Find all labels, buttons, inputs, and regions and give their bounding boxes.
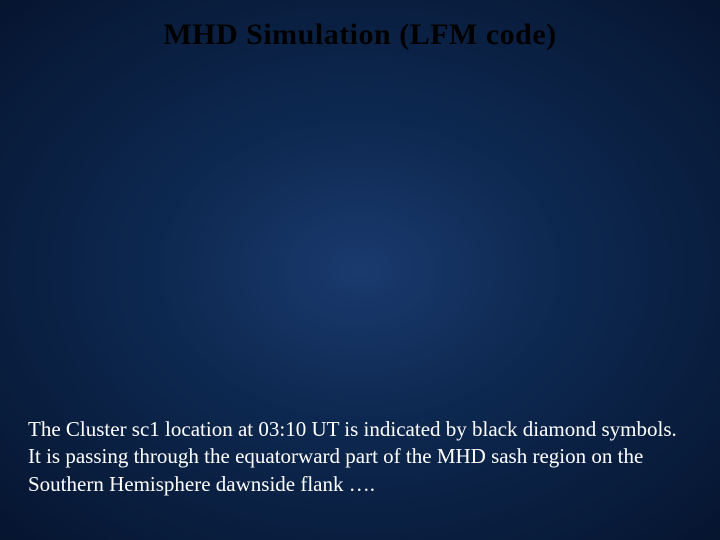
slide-title: MHD Simulation (LFM code) bbox=[0, 18, 720, 52]
slide-body-text: The Cluster sc1 location at 03:10 UT is … bbox=[28, 416, 680, 498]
slide-container: MHD Simulation (LFM code) The Cluster sc… bbox=[0, 0, 720, 540]
